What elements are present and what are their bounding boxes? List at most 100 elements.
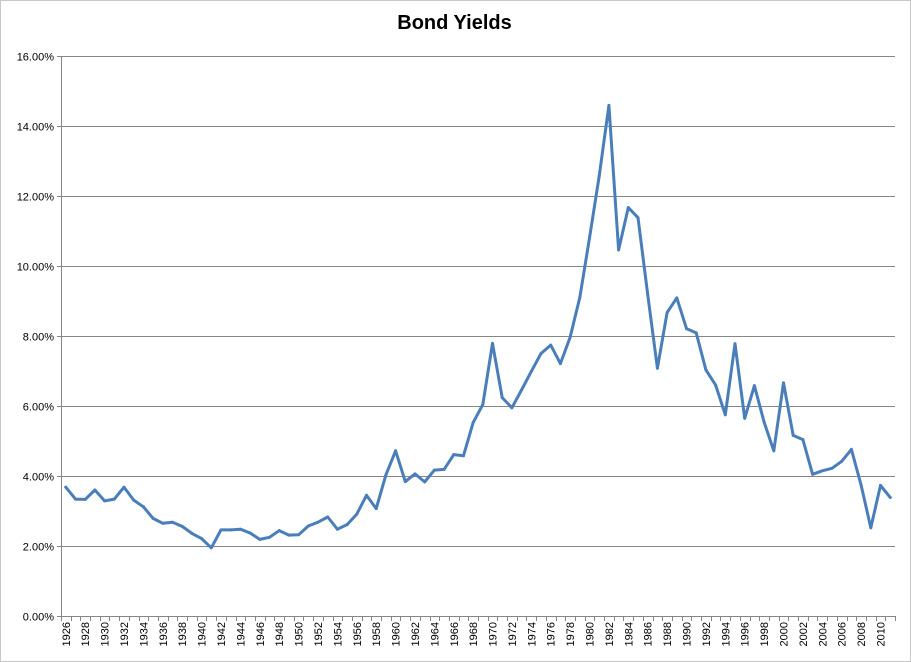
x-tick-label: 1940 (197, 622, 209, 646)
x-tick-label: 1956 (352, 622, 364, 646)
x-tick-label: 1950 (294, 622, 306, 646)
x-tick-label: 2006 (837, 622, 849, 646)
data-point (297, 533, 301, 537)
data-point (820, 469, 824, 473)
data-point (452, 453, 456, 457)
data-point (549, 343, 553, 347)
data-point (510, 406, 514, 410)
data-point (879, 483, 882, 487)
data-point (626, 206, 630, 210)
x-tick-label: 1952 (313, 622, 325, 646)
data-point (442, 467, 446, 471)
x-tick-label: 1990 (682, 622, 694, 646)
data-point (161, 521, 165, 525)
data-point (74, 497, 77, 501)
x-tick-label: 1926 (61, 622, 73, 646)
x-tick-label: 2002 (798, 622, 810, 646)
data-point (646, 292, 650, 296)
data-point (248, 531, 252, 535)
series-layer (64, 103, 892, 550)
data-point (258, 537, 262, 541)
data-point (859, 483, 863, 487)
data-point (733, 342, 737, 346)
data-point (588, 236, 591, 240)
data-point (791, 433, 795, 437)
x-tick-label: 1946 (255, 622, 267, 646)
x-tick-label: 1930 (100, 622, 112, 646)
data-point (238, 527, 242, 531)
data-point (93, 488, 97, 492)
data-point (529, 369, 533, 373)
data-point (151, 516, 155, 520)
data-point (394, 449, 398, 453)
data-point (268, 535, 271, 539)
series-line (64, 103, 892, 550)
data-point (355, 512, 359, 516)
data-point (655, 366, 659, 370)
data-point (840, 459, 844, 463)
data-point (83, 497, 87, 501)
data-point (209, 546, 213, 550)
x-tick-label: 1938 (177, 622, 189, 646)
data-point (180, 524, 184, 528)
x-tick-label: 2000 (778, 622, 790, 646)
data-point (801, 438, 805, 442)
data-point (316, 520, 320, 524)
data-point (752, 384, 756, 388)
x-tick-label: 1984 (623, 622, 635, 646)
data-point (365, 493, 368, 497)
x-tick-label: 1960 (391, 622, 403, 646)
data-point (471, 420, 475, 424)
x-tick-label: 1972 (507, 622, 519, 646)
data-point (491, 341, 494, 345)
data-point (171, 520, 174, 524)
data-point (849, 447, 853, 451)
x-tick-label: 1964 (429, 622, 441, 646)
x-tick-label: 1968 (468, 622, 480, 646)
data-point (481, 403, 485, 407)
data-point (520, 388, 524, 392)
data-point (830, 466, 834, 470)
data-point (335, 527, 339, 531)
data-point (306, 524, 310, 528)
data-point (112, 497, 116, 501)
x-tick-label: 1988 (662, 622, 674, 646)
data-point (685, 327, 688, 331)
data-point (539, 352, 543, 355)
x-tick-label: 1970 (488, 622, 500, 646)
x-tick-label: 1986 (643, 622, 655, 646)
data-point (704, 368, 708, 372)
data-point (782, 381, 785, 385)
data-point (200, 537, 204, 541)
data-point (617, 248, 621, 252)
data-point (811, 472, 815, 476)
y-tick-label: 12.00% (17, 192, 55, 204)
gridlines (61, 56, 895, 547)
y-tick-label: 6.00% (23, 402, 54, 414)
data-point (462, 454, 465, 458)
x-tick-label: 1994 (720, 622, 732, 646)
data-point (714, 383, 718, 387)
x-tick-label: 1992 (701, 622, 713, 646)
data-point (219, 528, 223, 532)
x-tick-label: 1936 (158, 622, 170, 646)
data-point (326, 515, 330, 519)
x-tick-label: 1934 (138, 622, 150, 646)
y-tick-label: 0.00% (23, 612, 54, 624)
data-point (103, 499, 107, 503)
x-tick-label: 1958 (371, 622, 383, 646)
x-tick-label: 1928 (80, 622, 92, 646)
x-tick-label: 2010 (875, 622, 887, 646)
y-tick-label: 2.00% (23, 542, 54, 554)
y-tick-label: 10.00% (17, 262, 55, 274)
data-point (141, 505, 145, 509)
x-tick-label: 1980 (585, 622, 597, 646)
data-point (694, 331, 698, 335)
x-tick-label: 1954 (332, 622, 344, 646)
data-point (287, 533, 291, 537)
data-point (500, 396, 504, 400)
x-tick-label: 1942 (216, 622, 228, 646)
data-point (743, 416, 747, 420)
x-tick-label: 1982 (604, 622, 616, 646)
y-axis: 0.00% 2.00% 4.00% 6.00% 8.00% 10.00% 12.00% 14.… (17, 52, 62, 624)
